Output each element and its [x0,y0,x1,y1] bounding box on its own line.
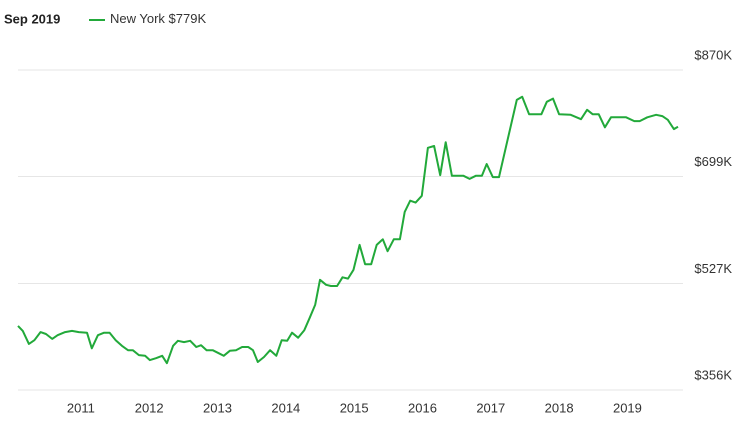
y-tick-label: $870K [694,47,732,62]
y-tick-label: $356K [694,367,732,382]
x-tick-label: 2017 [476,400,505,415]
x-tick-label: 2018 [545,400,574,415]
series-line [17,95,679,365]
x-tick-label: 2019 [613,400,642,415]
legend-entry: New York $779K [110,11,206,26]
x-tick-label: 2013 [203,400,232,415]
x-tick-label: 2016 [408,400,437,415]
legend-value: $779K [169,11,207,26]
chart-header: Sep 2019 [4,11,60,26]
x-tick-label: 2011 [67,400,95,415]
x-tick-label: 2015 [340,400,369,415]
x-tick-label: 2012 [135,400,164,415]
y-tick-label: $699K [694,154,732,169]
y-tick-label: $527K [694,261,732,276]
x-tick-label: 2014 [271,400,300,415]
legend-name: New York [110,11,165,26]
